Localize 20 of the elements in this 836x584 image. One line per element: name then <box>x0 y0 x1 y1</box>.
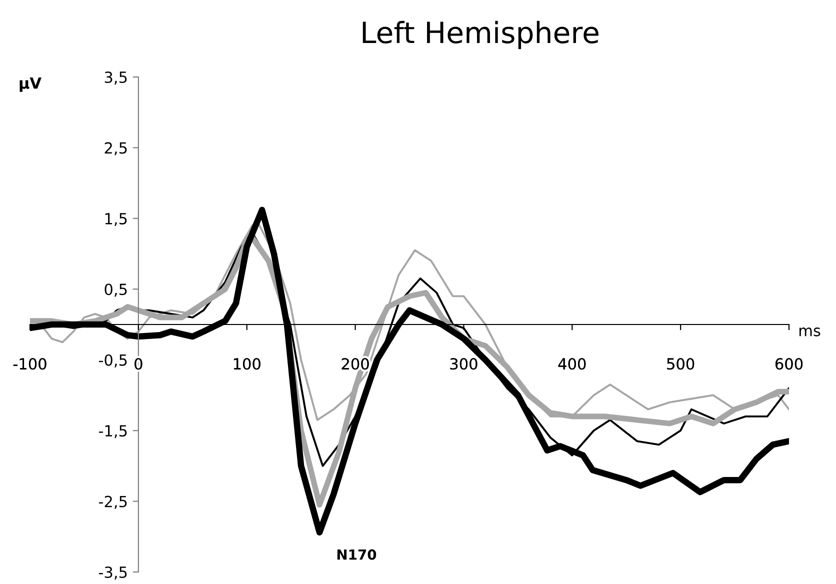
x-tick-label: -100 <box>13 358 46 370</box>
x-tick-label: 200 <box>342 358 369 370</box>
x-axis-title: ms <box>799 328 820 336</box>
y-tick-label: 3,5 <box>104 71 127 85</box>
x-tick-label: 600 <box>775 358 803 370</box>
x-tick-label: 300 <box>450 358 478 370</box>
y-tick-label: -0,5 <box>98 354 127 368</box>
y-tick-label: 2,5 <box>104 142 127 156</box>
y-tick-label: -3,5 <box>98 566 127 580</box>
y-tick-label: 1,5 <box>105 213 127 226</box>
x-tick-label: 400 <box>558 358 586 370</box>
x-tick-label: 100 <box>234 358 260 370</box>
annotation: N170 <box>337 549 376 560</box>
y-tick-label: -2,5 <box>98 496 127 509</box>
y-tick-label: 0,5 <box>104 284 127 297</box>
x-tick-label: 500 <box>667 358 694 370</box>
y-tick-label: -1,5 <box>98 425 127 438</box>
x-tick-label: 0 <box>134 358 142 370</box>
y-axis-title: μV <box>20 78 42 92</box>
chart-title: Left Hemisphere <box>362 20 598 50</box>
